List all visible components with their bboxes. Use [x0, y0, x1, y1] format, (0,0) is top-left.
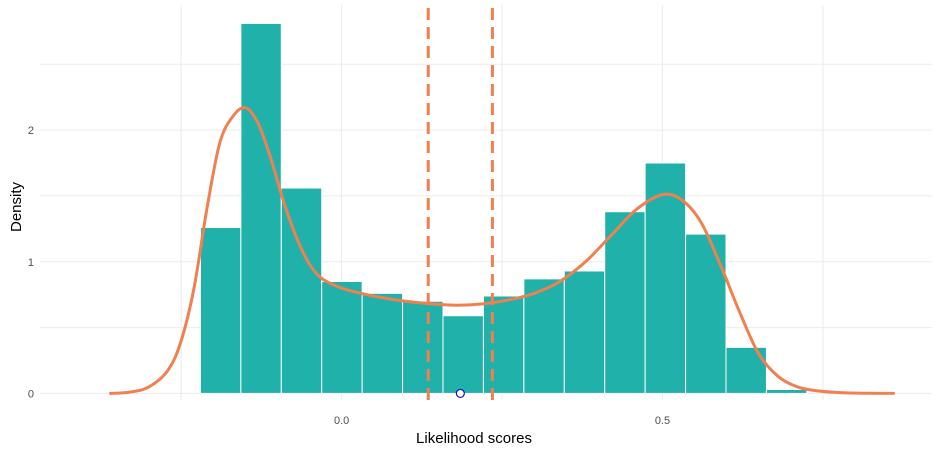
- histogram-bar: [240, 22, 282, 394]
- histogram-bar: [563, 270, 606, 394]
- histogram-bar: [402, 300, 444, 394]
- histogram-bar: [199, 227, 242, 394]
- y-axis-title: Density: [8, 181, 25, 232]
- histogram-bar: [442, 315, 484, 394]
- density-curve: [109, 106, 895, 395]
- y-tick-label: 0: [28, 388, 34, 400]
- y-axis-ticks: 0 1 2: [28, 125, 34, 400]
- histogram-bar: [644, 162, 687, 394]
- points-layer: [455, 388, 465, 399]
- histogram-bars: [199, 22, 808, 394]
- x-tick-label: 0.5: [655, 415, 670, 427]
- histogram-bar: [685, 233, 727, 394]
- histogram-bar: [523, 278, 565, 394]
- density-curve-layer: [109, 106, 895, 395]
- x-axis-ticks: 0.0 0.5: [334, 415, 670, 427]
- reference-lines: [426, 8, 494, 407]
- y-tick-label: 1: [28, 257, 34, 269]
- data-point: [455, 388, 465, 399]
- x-tick-label: 0.0: [334, 415, 349, 427]
- histogram-bar: [482, 295, 525, 394]
- histogram-bar: [765, 388, 808, 394]
- histogram-bar: [361, 292, 404, 394]
- histogram-bar: [321, 281, 363, 394]
- histogram-bar: [280, 187, 323, 394]
- x-axis-title: Likelihood scores: [416, 430, 532, 447]
- histogram-bar: [604, 211, 646, 394]
- y-tick-label: 2: [28, 125, 34, 137]
